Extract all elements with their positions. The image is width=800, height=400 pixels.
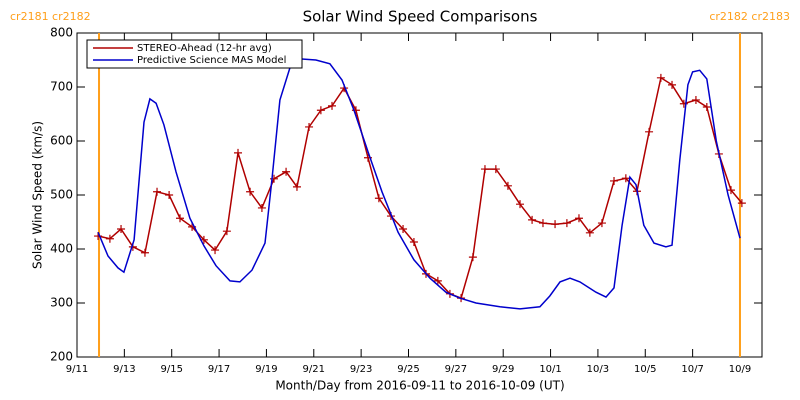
y-tick-label: 400 xyxy=(50,242,73,256)
series-line xyxy=(97,76,743,300)
annotation-label: cr2181 cr2182 xyxy=(10,10,91,23)
data-point xyxy=(691,95,700,104)
data-point xyxy=(491,165,500,174)
annotation-label: cr2182 cr2183 xyxy=(709,10,790,23)
x-tick-label: 9/21 xyxy=(303,364,325,375)
legend-label: Predictive Science MAS Model xyxy=(137,55,286,66)
data-point xyxy=(597,219,606,228)
plot-frame xyxy=(76,32,763,358)
data-point xyxy=(702,102,711,111)
data-point xyxy=(222,227,231,236)
data-point xyxy=(503,181,512,190)
x-tick-label: 9/27 xyxy=(445,364,467,375)
data-point xyxy=(234,148,243,157)
x-tick-label: 10/7 xyxy=(681,364,703,375)
x-tick-label: 9/13 xyxy=(113,364,135,375)
series-line xyxy=(97,58,741,310)
data-point xyxy=(409,237,418,246)
data-point xyxy=(165,191,174,199)
chart-title: Solar Wind Speed Comparisons xyxy=(303,8,538,26)
y-tick-label: 200 xyxy=(50,350,73,364)
data-point xyxy=(645,127,654,136)
data-point xyxy=(585,228,594,237)
data-point xyxy=(480,165,489,174)
data-point xyxy=(153,187,162,196)
x-tick-label: 10/9 xyxy=(729,364,751,375)
x-tick-label: 10/1 xyxy=(539,364,561,375)
y-axis-label: Solar Wind Speed (km/s) xyxy=(31,121,45,269)
data-point xyxy=(328,101,337,110)
data-point xyxy=(257,203,266,212)
x-tick-label: 9/17 xyxy=(208,364,230,375)
x-tick-label: 9/19 xyxy=(255,364,277,375)
x-tick-label: 9/29 xyxy=(492,364,514,375)
data-point xyxy=(305,122,314,131)
x-tick-label: 10/3 xyxy=(587,364,609,375)
data-point xyxy=(528,215,537,224)
x-tick-label: 9/11 xyxy=(66,364,88,375)
data-point xyxy=(399,225,408,234)
x-tick-label: 9/23 xyxy=(350,364,372,375)
y-tick-label: 600 xyxy=(50,134,73,148)
data-point xyxy=(292,182,301,191)
data-point xyxy=(516,200,525,209)
data-point xyxy=(737,199,746,208)
legend-box xyxy=(86,39,303,69)
data-point xyxy=(117,225,126,234)
data-point xyxy=(175,214,184,223)
data-point xyxy=(574,214,583,223)
data-point xyxy=(374,194,383,203)
data-point xyxy=(468,253,477,262)
data-point xyxy=(282,167,291,176)
y-tick-label: 800 xyxy=(50,26,73,40)
data-point xyxy=(316,106,325,115)
data-point xyxy=(105,234,114,243)
data-point xyxy=(538,219,547,228)
y-tick-label: 500 xyxy=(50,188,73,202)
data-point xyxy=(433,276,442,285)
data-point xyxy=(211,246,220,255)
x-tick-label: 9/25 xyxy=(397,364,419,375)
data-point xyxy=(140,248,149,257)
data-point xyxy=(246,187,255,196)
x-tick-label: 9/15 xyxy=(160,364,182,375)
data-point xyxy=(562,219,571,228)
legend-label: STEREO-Ahead (12-hr avg) xyxy=(137,43,272,54)
data-point xyxy=(656,73,665,82)
data-point xyxy=(610,176,619,185)
data-point xyxy=(551,220,560,229)
x-tick-label: 10/5 xyxy=(634,364,656,375)
data-point xyxy=(726,186,735,195)
x-axis-label: Month/Day from 2016-09-11 to 2016-10-09 … xyxy=(275,379,564,393)
data-point xyxy=(621,174,630,183)
y-tick-label: 700 xyxy=(50,80,73,94)
y-tick-label: 300 xyxy=(50,296,73,310)
data-point xyxy=(668,80,677,89)
